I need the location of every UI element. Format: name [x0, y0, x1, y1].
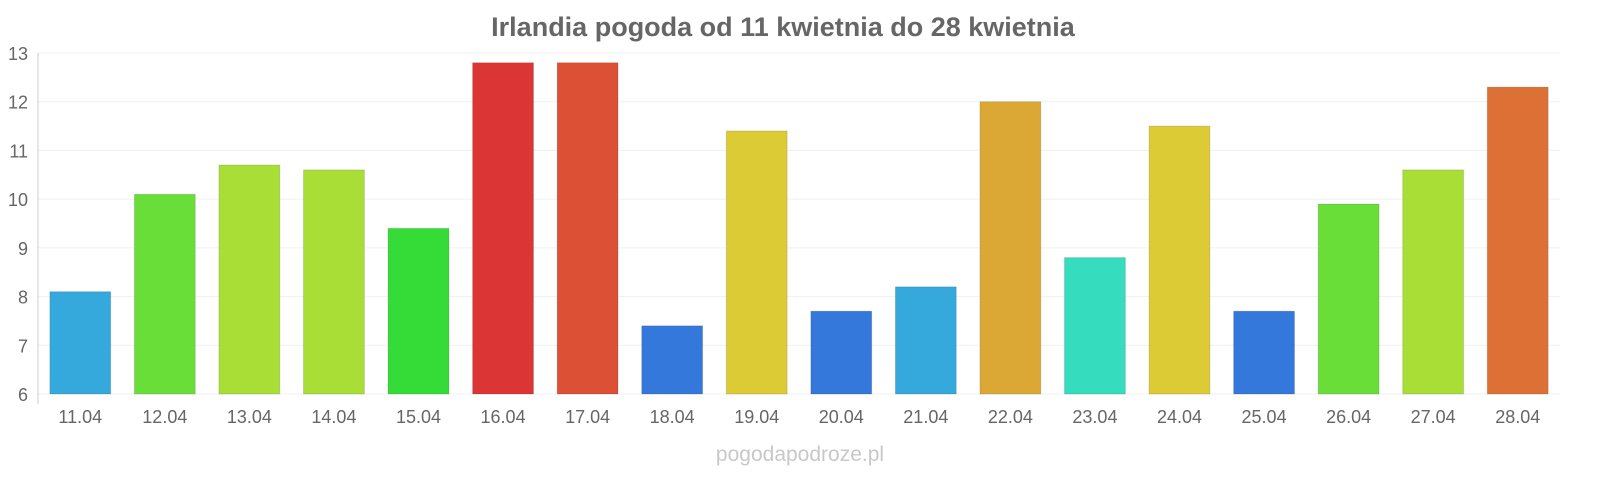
- bar-21.04[interactable]: [894, 286, 957, 395]
- bar-27.04[interactable]: [1402, 169, 1465, 395]
- x-axis: 11.04 12.04 13.04 14.04 15.04 16.04 17.04 18.04…: [58, 407, 1540, 427]
- bar-11.04[interactable]: [49, 291, 112, 395]
- bar-13.04[interactable]: [218, 164, 281, 395]
- x-tick-label: 27.04: [1411, 407, 1456, 427]
- bar-16.04[interactable]: [472, 62, 534, 395]
- x-tick-label: 23.04: [1072, 407, 1117, 427]
- grid-lines: [38, 52, 1560, 395]
- bar-24.04[interactable]: [1148, 125, 1211, 395]
- y-tick-label: 13: [8, 44, 28, 64]
- x-tick-label: 11.04: [58, 407, 102, 427]
- x-tick-label: 18.04: [650, 407, 695, 427]
- bar-26.04[interactable]: [1317, 203, 1380, 395]
- x-tick-label: 28.04: [1495, 407, 1540, 427]
- x-tick-label: 24.04: [1157, 407, 1202, 427]
- bar-15.04[interactable]: [387, 227, 450, 395]
- bar-23.04[interactable]: [1064, 257, 1126, 395]
- bar-18.04[interactable]: [641, 325, 704, 395]
- x-tick-label: 25.04: [1242, 407, 1287, 427]
- bar-12.04[interactable]: [133, 193, 196, 395]
- x-tick-label: 13.04: [227, 407, 272, 427]
- y-tick-label: 6: [18, 385, 28, 405]
- bar-14.04[interactable]: [303, 169, 365, 395]
- bar-28.04[interactable]: [1486, 86, 1549, 395]
- x-tick-label: 21.04: [903, 407, 948, 427]
- y-tick-label: 7: [18, 336, 28, 356]
- bar-20.04[interactable]: [810, 310, 873, 395]
- x-tick-label: 12.04: [142, 407, 187, 427]
- x-tick-label: 15.04: [396, 407, 441, 427]
- x-tick-label: 20.04: [819, 407, 864, 427]
- y-tick-label: 9: [18, 239, 28, 259]
- x-tick-label: 26.04: [1326, 407, 1371, 427]
- bar-25.04[interactable]: [1233, 310, 1295, 395]
- x-tick-label: 19.04: [734, 407, 779, 427]
- y-tick-label: 10: [8, 190, 28, 210]
- x-tick-label: 14.04: [311, 407, 356, 427]
- x-tick-label: 17.04: [565, 407, 610, 427]
- bar-17.04[interactable]: [556, 62, 619, 395]
- x-tick-label: 22.04: [988, 407, 1033, 427]
- bar-19.04[interactable]: [725, 130, 788, 395]
- y-axis: 6 7 8 9 10 11 12 13: [8, 44, 28, 405]
- bars: [49, 62, 1549, 395]
- watermark: pogodapodroze.pl: [716, 443, 884, 466]
- y-tick-label: 12: [8, 93, 28, 113]
- y-tick-label: 11: [9, 141, 28, 161]
- bar-22.04[interactable]: [979, 101, 1042, 395]
- chart-title: Irlandia pogoda od 11 kwietnia do 28 kwi…: [491, 12, 1076, 42]
- x-tick-label: 16.04: [481, 407, 526, 427]
- y-tick-label: 8: [18, 288, 28, 308]
